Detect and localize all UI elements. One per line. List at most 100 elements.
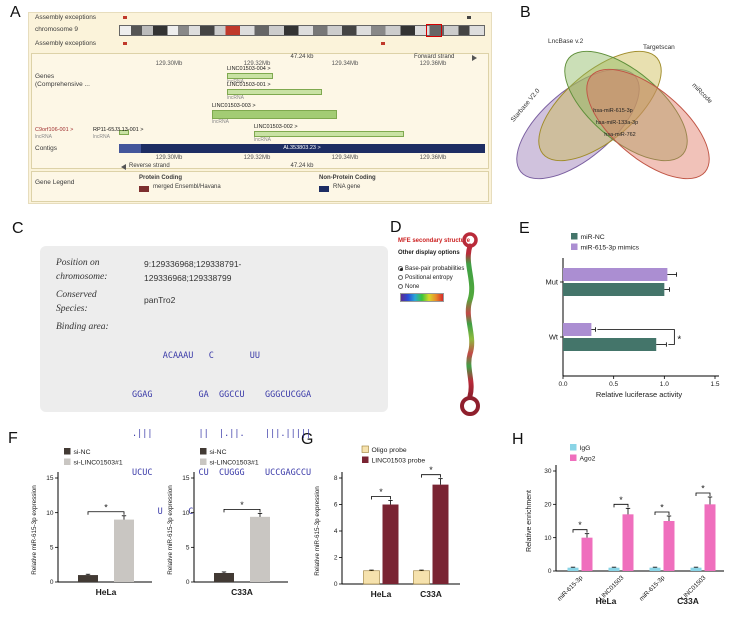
y-tick-label: 30: [544, 468, 552, 475]
gene-linc01503-003[interactable]: LINC01503-003 > lncRNA: [212, 103, 337, 125]
luciferase-activity-chart: 0.0 0.5 1.0 1.5 Relative luciferase activity…: [545, 233, 720, 399]
y-tick-label: 15: [182, 475, 190, 482]
chromosome-label: chromosome 9: [35, 26, 78, 33]
legend-swatch: [570, 444, 577, 451]
y-tick-label: 0: [186, 579, 190, 586]
bar: [704, 504, 716, 571]
sig-bracket: [87, 511, 125, 515]
contig-bar[interactable]: AL353803.23 >: [119, 144, 485, 153]
assembly-mark: [123, 42, 127, 45]
hela-knockdown-chart: 0 5 10 15 Relative miR-615-3p expression si-N…: [31, 448, 152, 597]
bar: [649, 567, 661, 571]
panel-label-b: B: [520, 4, 531, 21]
panel-label-f: F: [8, 430, 18, 447]
protein-coding-item: merged Ensembl/Havana: [153, 184, 221, 190]
y-category-label: Wt: [549, 333, 559, 342]
venn-set-label-mircode: miRcode: [690, 81, 714, 106]
sig-star: *: [104, 502, 108, 512]
y-tick-label: 20: [544, 502, 552, 509]
legend-label: LINC01503 probe: [372, 457, 426, 464]
chromosome-ideogram[interactable]: [119, 25, 485, 36]
protein-coding-swatch: [139, 186, 149, 192]
y-tick-label: 10: [182, 510, 190, 517]
sig-star: *: [619, 495, 623, 505]
radio-positional-entropy[interactable]: Positional entropy: [398, 269, 453, 287]
conserved-value: panTro2: [144, 295, 176, 305]
panel-label-c: C: [12, 220, 24, 237]
radio-base-pair-probabilities[interactable]: Base-pair probabilities: [398, 260, 464, 278]
y-tick-label: 0: [548, 568, 552, 575]
rna-gene-swatch: [319, 186, 329, 192]
sig-star: *: [379, 487, 383, 497]
x-axis-label: Relative luciferase activity: [596, 390, 683, 399]
binding-site-info: Position on 9:129336968;129338791- chrom…: [40, 246, 388, 517]
venn-center-item: hsa-miR-133a-3p: [595, 120, 639, 126]
rna-hairpin-structure: [460, 232, 480, 416]
scale-label-bottom: 47.24 kb: [290, 163, 314, 169]
legend-swatch: [200, 458, 207, 465]
sig-bracket: [597, 329, 675, 345]
ruler-label: 129.30Mb: [155, 61, 183, 67]
sig-bracket: [654, 511, 670, 515]
bar: [382, 504, 399, 584]
x-tick-label: miR-615-3p: [556, 574, 585, 603]
ruler-label: 129.30Mb: [155, 155, 183, 161]
assembly-mark: [123, 16, 127, 19]
gene-linc01503-002[interactable]: LINC01503-002 > lncRNA: [254, 124, 404, 143]
genome-browser: Assembly exceptions chromosome 9 Assembl…: [28, 12, 492, 204]
pulldown-chart: 0 2 4 6 8 Relative miR-615-3p expression Oligo…: [314, 445, 460, 599]
contigs-label: Contigs: [35, 145, 58, 152]
x-tick-label: 0.5: [609, 381, 618, 388]
gene-box: [254, 130, 404, 137]
y-tick-label: 10: [544, 535, 552, 542]
sig-bracket: [421, 474, 441, 478]
x-tick-label: HeLa: [96, 587, 117, 597]
radio-none[interactable]: None: [398, 278, 419, 296]
venn-center-item: hsa-miR-615-3p: [593, 108, 633, 114]
forward-strand-icon: [472, 55, 477, 61]
gene-linc01503-001[interactable]: LINC01503-001 > lncRNA: [227, 82, 322, 101]
mfe-structure-title: MFE secondary structure: [398, 238, 471, 244]
gene-legend-label: Gene Legend: [35, 179, 75, 186]
binding-alignment: ACAAAU C UU GGAG GA GGCCU GGGCUCGGA .|||…: [132, 351, 312, 517]
y-tick-label: 4: [334, 528, 338, 535]
forward-strand-label: Forward strand: [414, 54, 455, 60]
bar: [563, 323, 592, 336]
assembly-exceptions-label: Assembly exceptions: [35, 40, 97, 47]
radio-icon[interactable]: [398, 275, 403, 281]
sig-bracket: [613, 503, 629, 508]
bar: [563, 268, 668, 281]
assembly-mark: [467, 16, 471, 19]
gene-box[interactable]: [119, 130, 129, 135]
binding-area-label: Binding area:: [56, 322, 109, 332]
position-label: Position on: [56, 258, 100, 268]
y-tick-label: 2: [334, 555, 338, 562]
radio-icon[interactable]: [398, 284, 403, 290]
legend-label: si-LINC01503#1: [210, 459, 259, 466]
legend-swatch: [200, 448, 207, 455]
bar: [608, 567, 620, 571]
gene-legend-box: [31, 171, 489, 202]
ruler-label: 129.36Mb: [419, 61, 447, 67]
contig-segment: [119, 144, 141, 153]
legend-swatch: [64, 458, 71, 465]
bar: [581, 537, 593, 571]
panel-label-h: H: [512, 431, 524, 448]
c33a-knockdown-chart: 0 5 10 15 Relative miR-615-3p expression si-N…: [167, 448, 288, 597]
y-tick-label: 8: [334, 475, 338, 482]
y-tick-label: 10: [46, 510, 54, 517]
sig-bracket: [223, 508, 261, 513]
ruler-label: 129.36Mb: [419, 155, 447, 161]
bar: [563, 338, 657, 351]
gene-rp11[interactable]: RP11-65J3.13-001 > lncRNA: [93, 127, 144, 140]
panel-label-d: D: [390, 219, 402, 236]
bar: [250, 516, 270, 582]
gene-linc01503-004[interactable]: LINC01503-004 > lncRNA: [227, 66, 273, 85]
gene-c9orf106[interactable]: C9orf106-001 > lncRNA: [35, 127, 74, 140]
venn-set-label-lncbase: LncBase v.2: [548, 38, 584, 45]
scale-label-top: 47.24 kb: [290, 54, 314, 60]
radio-selected-icon[interactable]: [398, 266, 403, 272]
display-options-title: Other display options: [398, 250, 460, 256]
x-tick-label: C33A: [231, 587, 253, 597]
